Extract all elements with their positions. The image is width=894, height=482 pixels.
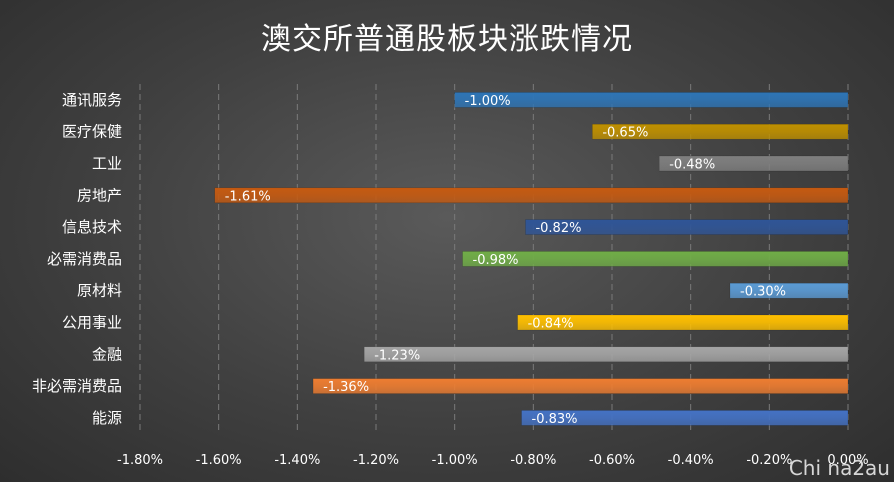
category-label: 必需消费品 <box>47 250 122 268</box>
x-tick-label: -1.40% <box>274 453 320 468</box>
bar <box>525 219 849 235</box>
category-label: 原材料 <box>77 282 122 300</box>
x-tick-label: -1.00% <box>432 453 478 468</box>
x-tick-label: -0.40% <box>668 453 714 468</box>
data-label: -0.48% <box>669 158 715 173</box>
bar <box>462 251 849 267</box>
category-label: 非必需消费品 <box>32 377 122 395</box>
bar <box>363 346 849 363</box>
x-tick-label: -1.80% <box>117 453 163 468</box>
bar <box>521 410 849 426</box>
data-label: -0.30% <box>740 285 786 300</box>
data-label: -1.23% <box>374 348 420 363</box>
data-label: -1.36% <box>323 380 369 395</box>
bar <box>312 378 849 394</box>
bar <box>517 314 849 331</box>
data-label: -1.00% <box>465 94 511 109</box>
data-label: -0.84% <box>528 317 574 332</box>
bar <box>729 282 849 299</box>
data-label: -0.82% <box>535 221 581 236</box>
category-label: 通讯服务 <box>62 91 122 109</box>
category-label: 房地产 <box>77 186 122 204</box>
data-label: -0.98% <box>473 253 519 268</box>
x-tick-label: -0.20% <box>746 453 792 468</box>
chart-title: 澳交所普通股板块涨跌情况 <box>261 22 633 57</box>
x-tick-label: -0.80% <box>510 453 556 468</box>
data-label: -0.65% <box>602 126 648 141</box>
x-tick-label: -1.60% <box>196 453 242 468</box>
category-label: 能源 <box>92 409 122 427</box>
category-label: 公用事业 <box>62 314 122 332</box>
category-label: 金融 <box>92 345 122 363</box>
data-label: -1.61% <box>225 189 271 204</box>
x-tick-label: -0.60% <box>589 453 635 468</box>
bar <box>454 92 849 108</box>
category-label: 医疗保健 <box>62 123 122 141</box>
x-tick-label: -1.20% <box>353 453 399 468</box>
bar <box>592 123 849 140</box>
data-label: -0.83% <box>532 412 578 427</box>
category-label: 工业 <box>92 155 122 173</box>
bar <box>658 155 849 172</box>
watermark: Chi na2au <box>788 456 890 480</box>
x-tick-label: 0.00% <box>827 453 868 468</box>
bar <box>214 187 849 204</box>
category-label: 信息技术 <box>62 218 122 236</box>
